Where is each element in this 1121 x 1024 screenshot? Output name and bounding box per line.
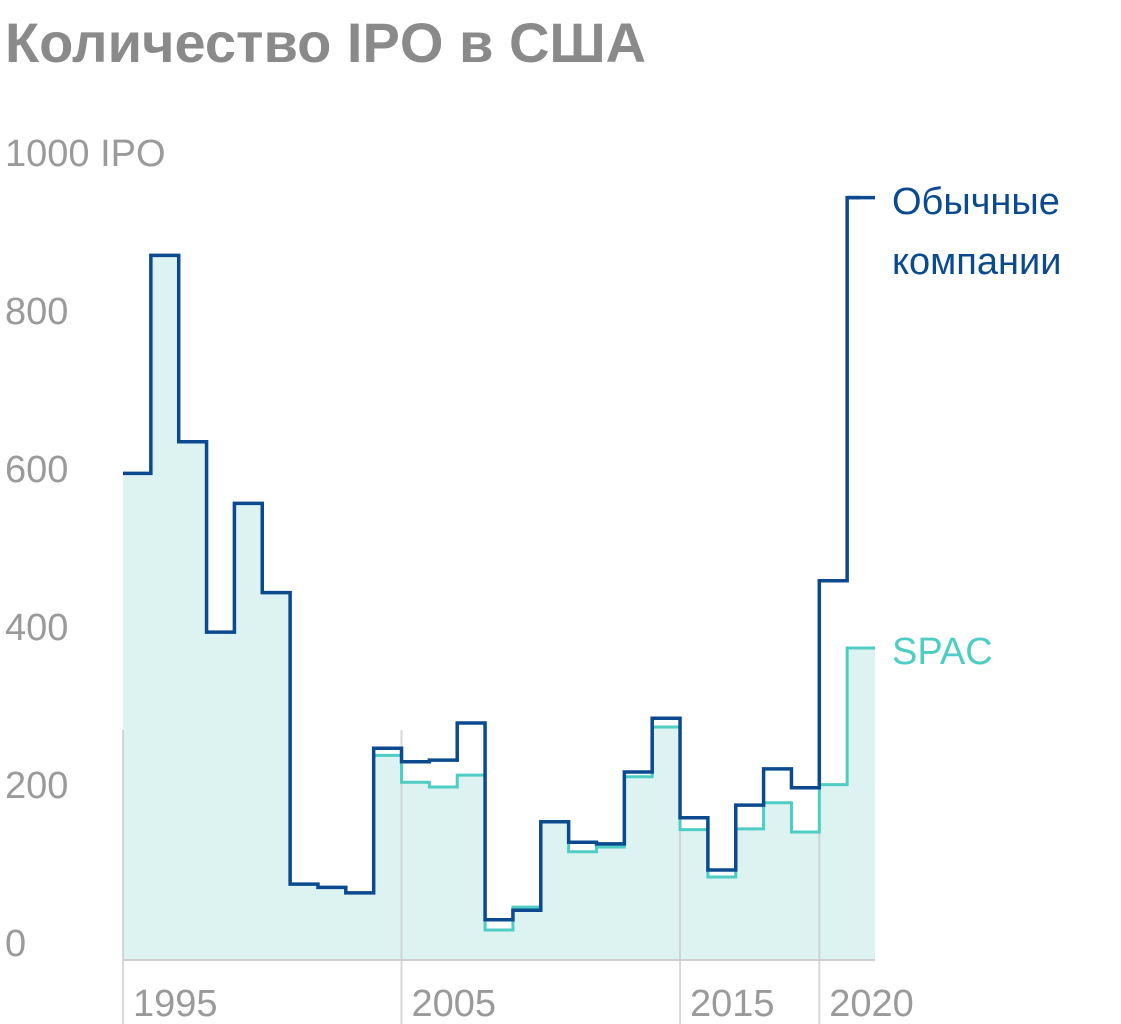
y-tick-label: 400 (5, 607, 68, 649)
y-tick-label: 1000 IPO (5, 133, 166, 175)
x-tick-label: 2015 (690, 983, 775, 1024)
y-tick-label: 600 (5, 449, 68, 491)
area (123, 255, 875, 960)
x-tick-label: 2020 (829, 983, 914, 1024)
legend-label: Обычные компании (892, 180, 1062, 283)
x-tick-label: 1995 (133, 983, 218, 1024)
y-tick-label: 200 (5, 765, 68, 807)
step-line (123, 195, 875, 922)
x-tick-label: 2005 (412, 983, 497, 1024)
legend-label: SPAC (892, 630, 993, 673)
y-tick-label: 800 (5, 291, 68, 333)
chart-title: Количество IPO в США (5, 11, 646, 74)
y-tick-label: 0 (5, 923, 26, 965)
